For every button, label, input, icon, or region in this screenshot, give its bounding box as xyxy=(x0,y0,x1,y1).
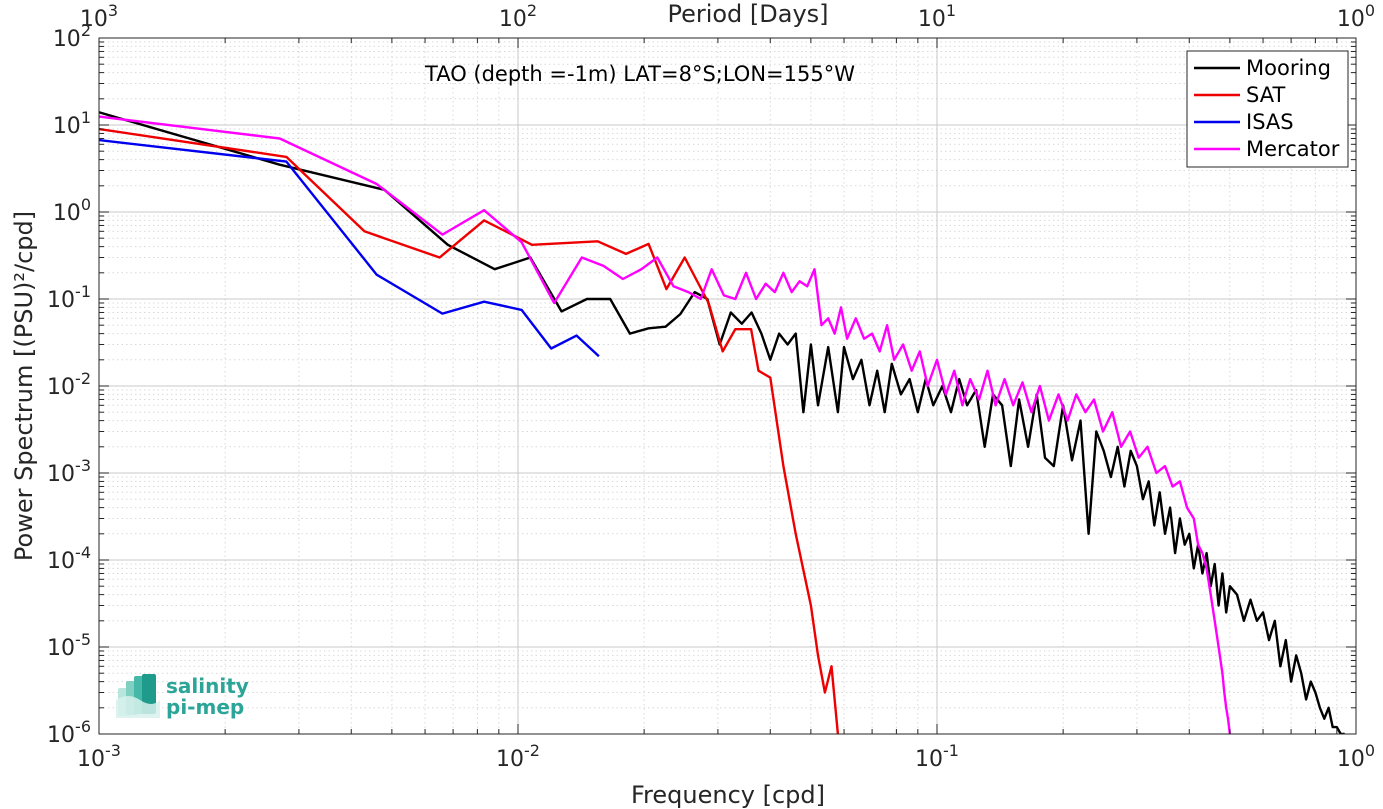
y-tick-label: 10-4 xyxy=(47,543,91,574)
top-axis-tick-label: 103 xyxy=(80,1,118,32)
x-tick-label: 10-1 xyxy=(915,741,959,772)
legend-label-sat: SAT xyxy=(1246,83,1285,107)
y-tick-label: 102 xyxy=(53,21,91,52)
legend-label-isas: ISAS xyxy=(1246,110,1294,134)
legend-box xyxy=(1186,50,1349,168)
series-line-mercator xyxy=(99,115,1232,734)
top-axis-tick-label: 101 xyxy=(918,1,956,32)
y-tick-label: 10-5 xyxy=(47,630,91,661)
y-tick-label: 101 xyxy=(53,108,91,139)
top-axis-tick-labels: 103 102 101 100 xyxy=(80,1,1375,32)
top-axis-tick-label: 102 xyxy=(499,1,537,32)
x-tick-label: 10-3 xyxy=(77,741,121,772)
legend-label-mooring: Mooring xyxy=(1246,56,1331,80)
y-tick-label: 100 xyxy=(53,195,91,226)
x-tick-labels: 10-3 10-2 10-1 100 xyxy=(77,741,1375,772)
y-axis-title: Power Spectrum [(PSU)²/cpd] xyxy=(10,211,38,561)
y-tick-label: 10-2 xyxy=(47,369,91,400)
chart-title: TAO (depth =-1m) LAT=8°S;LON=155°W xyxy=(424,62,855,86)
axis-ticks xyxy=(98,37,1357,735)
series-layer xyxy=(99,111,1345,734)
salinity-pi-mep-logo: salinity pi-mep xyxy=(116,674,249,719)
x-tick-label: 100 xyxy=(1337,741,1375,772)
logo-wave xyxy=(116,696,160,718)
top-axis-title: Period [Days] xyxy=(667,0,828,28)
y-tick-label: 10-6 xyxy=(47,717,91,748)
series-line-mooring xyxy=(99,111,1345,734)
y-tick-labels: 102 101 100 10-1 10-2 10-3 10-4 10-5 10-6 xyxy=(47,21,91,748)
legend-label-mercator: Mercator xyxy=(1246,137,1340,161)
y-tick-label: 10-3 xyxy=(47,456,91,487)
x-axis-title: Frequency [cpd] xyxy=(631,781,825,809)
legend: Mooring SAT ISAS Mercator xyxy=(1186,50,1349,168)
series-line-isas xyxy=(99,138,600,358)
logo-text-line2: pi-mep xyxy=(166,695,244,719)
logo-text-line1: salinity xyxy=(166,674,249,698)
top-axis-tick-label: 100 xyxy=(1337,1,1375,32)
x-tick-label: 10-2 xyxy=(496,741,540,772)
series-line-sat xyxy=(99,127,840,734)
y-tick-label: 10-1 xyxy=(47,282,91,313)
